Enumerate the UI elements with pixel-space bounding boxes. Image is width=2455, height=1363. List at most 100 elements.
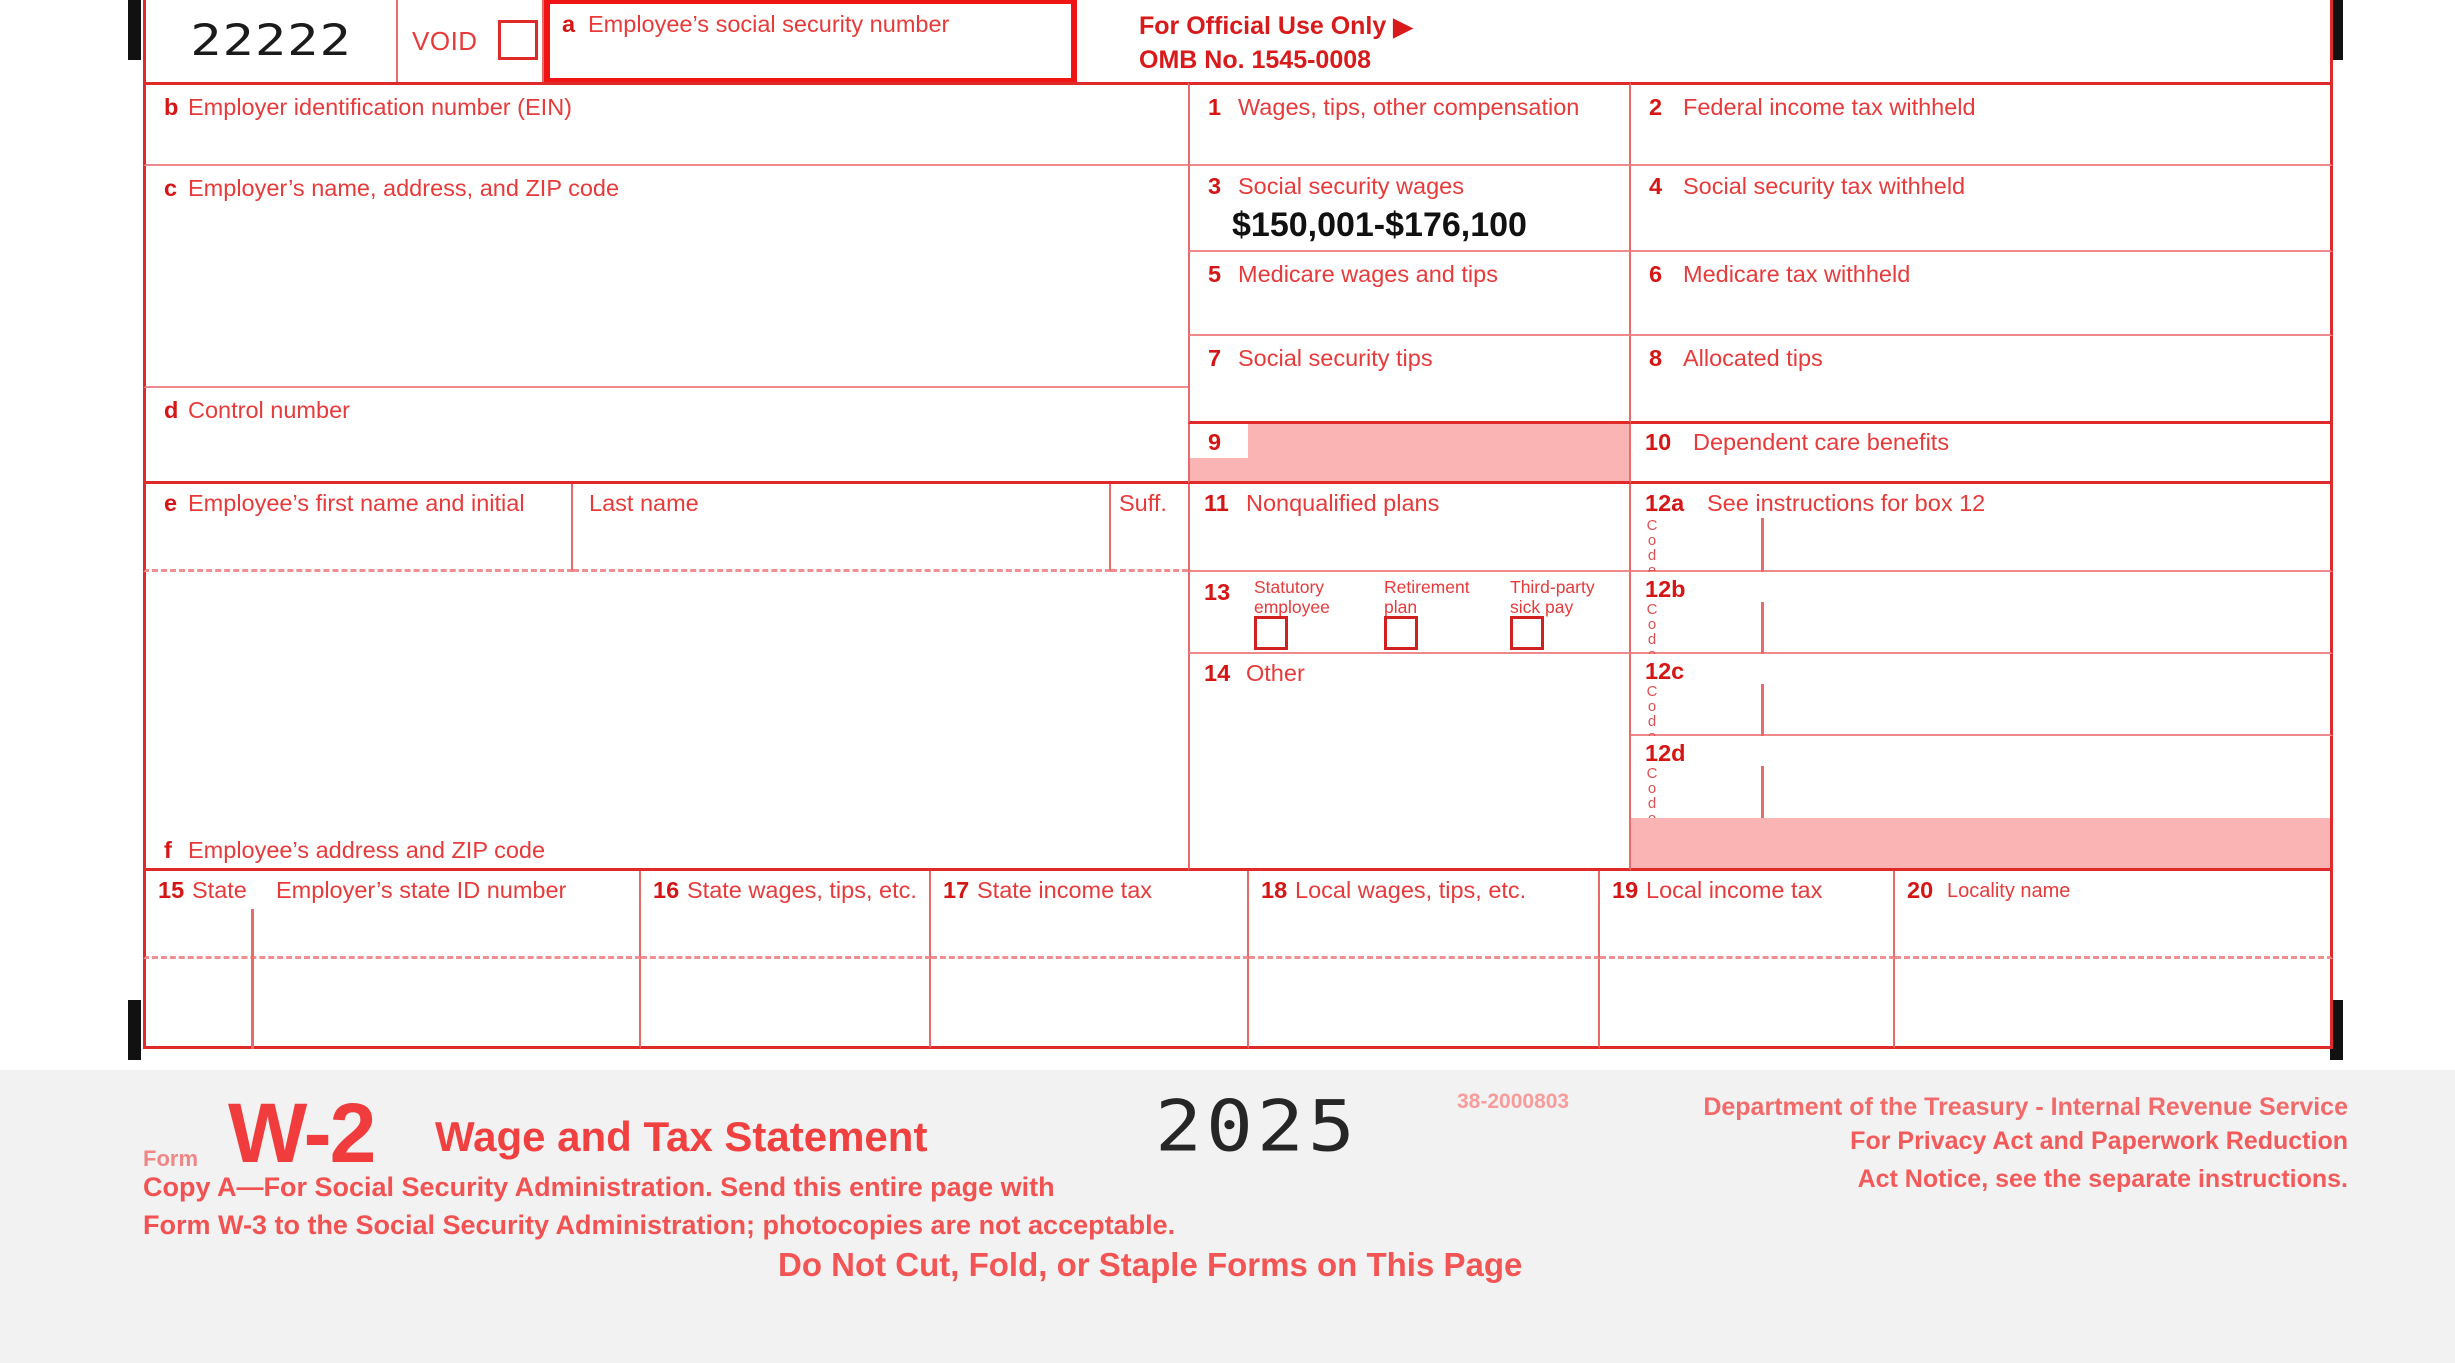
box-14-other[interactable]: 14 Other [1188,654,1631,871]
box-7-number: 7 [1208,345,1222,371]
footer-privacy-line1: For Privacy Act and Paperwork Reduction [1850,1127,2348,1155]
footer-background [0,1070,2455,1363]
box-c-letter: c [164,175,178,201]
box-15-value-row[interactable] [143,959,641,1049]
registration-mark-bottom-left [128,1000,141,1060]
box-b-label: Employer identification number (EIN) [188,94,572,120]
box-20-value-row[interactable] [1895,959,2333,1049]
box-f-letter: f [164,837,172,863]
footer-copy-instructions: Copy A—For Social Security Administratio… [143,1168,1343,1245]
box-a-letter: a [562,11,576,37]
box-5-medicare-wages[interactable]: 5 Medicare wages and tips [1188,252,1631,336]
box-5-label: Medicare wages and tips [1238,261,1498,287]
box-12c-code-divider [1761,684,1764,736]
box-4-ss-tax[interactable]: 4 Social security tax withheld [1631,166,2333,252]
box-15-employer-state-id-label: Employer’s state ID number [276,877,567,903]
box-12b-number: 12b [1645,576,1686,602]
box-10-number: 10 [1645,429,1672,455]
box-15-state-id[interactable]: 15 State Employer’s state ID number [143,871,641,959]
box-13-retirement-plan-checkbox[interactable] [1384,616,1418,650]
box-13-third-party-sick-pay-label: Third-party sick pay [1510,577,1595,617]
box-6-medicare-tax[interactable]: 6 Medicare tax withheld [1631,252,2333,336]
box-e-last-name-label: Last name [589,490,699,516]
box-f-employee-address[interactable]: f Employee’s address and ZIP code [143,572,1188,871]
box-18-label: Local wages, tips, etc. [1295,877,1527,903]
box-7-ss-tips[interactable]: 7 Social security tips [1188,336,1631,424]
official-use-line1: For Official Use Only [1139,12,1387,40]
footer-form-title: Wage and Tax Statement [435,1113,928,1160]
box-3-number: 3 [1208,173,1222,199]
box-15-state-divider-lower [251,959,254,1049]
box-8-number: 8 [1649,345,1663,371]
box-9-number-backdrop [1190,424,1248,458]
void-label: VOID [412,26,478,56]
box-3-ss-wages[interactable]: 3 Social security wages $150,001-$176,10… [1188,166,1631,252]
box-20-locality-name[interactable]: 20 Locality name [1895,871,2333,959]
box-e-last-name[interactable]: Last name [573,484,1111,572]
footer-copy-line1: Copy A—For Social Security Administratio… [143,1172,1055,1202]
box-1-number: 1 [1208,94,1222,120]
box-a-ssn[interactable]: a Employee’s social security number [544,0,1077,84]
box-2-federal-tax[interactable]: 2 Federal income tax withheld [1631,82,2333,166]
box-d-control-number[interactable]: d Control number [143,388,1188,484]
box-c-employer[interactable]: c Employer’s name, address, and ZIP code [143,166,1188,388]
box-20-label: Locality name [1947,880,2071,902]
footer-privacy-notice: For Privacy Act and Paperwork Reduction … [1360,1123,2348,1198]
box-12c-number: 12c [1645,658,1685,684]
box-f-label: Employee’s address and ZIP code [188,837,546,863]
box-e-suffix-label: Suff. [1119,490,1167,516]
box-b-letter: b [164,94,179,120]
box-4-number: 4 [1649,173,1663,199]
box-20-number: 20 [1907,877,1934,903]
box-8-allocated-tips[interactable]: 8 Allocated tips [1631,336,2333,424]
box-19-local-income-tax[interactable]: 19 Local income tax [1600,871,1895,959]
box-19-label: Local income tax [1646,877,1823,903]
box-8-label: Allocated tips [1683,345,1823,371]
box-4-label: Social security tax withheld [1683,173,1966,199]
box-18-value-row[interactable] [1249,959,1600,1049]
box-e-letter: e [164,490,178,516]
box-17-value-row[interactable] [931,959,1249,1049]
box-10-label: Dependent care benefits [1693,429,1950,455]
box-3-label: Social security wages [1238,173,1464,199]
box-12a-label: See instructions for box 12 [1707,490,1986,516]
footer-catalog-number: 38-2000803 [1457,1090,1570,1113]
box-13-third-party-sick-pay-checkbox[interactable] [1510,616,1544,650]
box-10-dependent-care[interactable]: 10 Dependent care benefits [1631,424,2333,484]
box-d-label: Control number [188,397,350,423]
box-14-label: Other [1246,660,1305,686]
box-17-state-income-tax[interactable]: 17 State income tax [931,871,1249,959]
box-19-value-row[interactable] [1600,959,1895,1049]
box-11-nonqualified-plans[interactable]: 11 Nonqualified plans [1188,484,1631,572]
void-checkbox[interactable] [498,20,538,60]
box-5-number: 5 [1208,261,1222,287]
void-cell[interactable]: VOID [398,0,544,82]
box-11-label: Nonqualified plans [1246,490,1440,516]
control-digits-value: 22222 [190,16,352,66]
box-16-state-wages[interactable]: 16 State wages, tips, etc. [641,871,931,959]
box-13-statutory-employee-label: Statutory employee [1254,577,1330,617]
official-use-line2: OMB No. 1545-0008 [1139,45,1372,74]
box-6-label: Medicare tax withheld [1683,261,1911,287]
w2-form-grid: 22222 VOID a Employee’s social security … [143,0,2333,1049]
box-12d-code-divider [1761,766,1764,818]
footer-copy-line2: Form W-3 to the Social Security Administ… [143,1210,1176,1241]
box-1-wages[interactable]: 1 Wages, tips, other compensation [1188,82,1631,166]
box-2-label: Federal income tax withheld [1683,94,1976,120]
footer-form-word: Form [143,1146,198,1171]
box-18-local-wages[interactable]: 18 Local wages, tips, etc. [1249,871,1600,959]
box-b-ein[interactable]: b Employer identification number (EIN) [143,82,1188,166]
box-16-number: 16 [653,877,680,903]
box-e-suffix[interactable]: Suff. [1111,484,1188,572]
box-e-first-name[interactable]: e Employee’s first name and initial [143,484,573,572]
box-13-statutory-employee-checkbox[interactable] [1254,616,1288,650]
box-c-label: Employer’s name, address, and ZIP code [188,175,620,201]
box-16-value-row[interactable] [641,959,931,1049]
